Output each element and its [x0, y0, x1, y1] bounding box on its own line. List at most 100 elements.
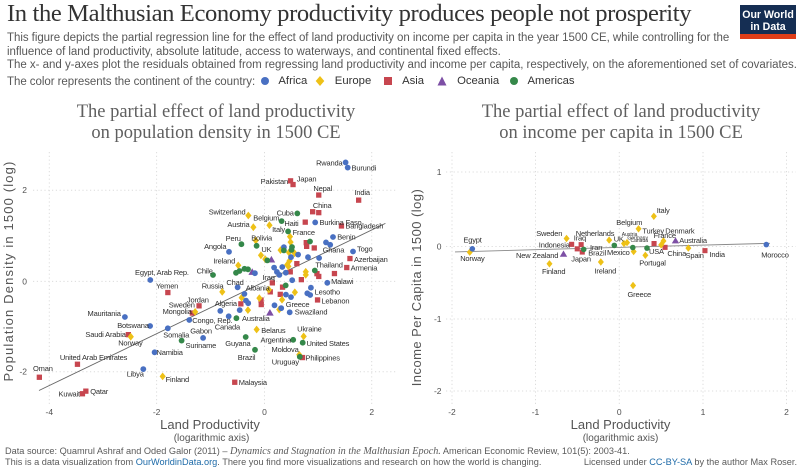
- svg-text:Burundi: Burundi: [352, 164, 377, 173]
- svg-text:India: India: [355, 188, 371, 197]
- svg-text:Haiti: Haiti: [284, 219, 299, 228]
- svg-text:Sweden: Sweden: [536, 229, 562, 238]
- svg-text:Namibia: Namibia: [157, 348, 184, 357]
- svg-text:UK: UK: [614, 235, 624, 244]
- svg-text:Argentina: Argentina: [261, 336, 292, 345]
- svg-text:Angola: Angola: [204, 242, 227, 251]
- svg-text:Switzerland: Switzerland: [209, 208, 246, 217]
- svg-text:Finland: Finland: [166, 375, 189, 384]
- svg-text:Gabon: Gabon: [190, 327, 212, 336]
- svg-text:Togo: Togo: [357, 245, 373, 254]
- svg-text:Austria: Austria: [622, 232, 638, 238]
- svg-text:Netherlands: Netherlands: [576, 229, 615, 238]
- svg-text:Ghana: Ghana: [323, 246, 346, 255]
- svg-text:Portugal: Portugal: [639, 259, 666, 268]
- svg-text:Benin: Benin: [337, 232, 355, 241]
- svg-text:Finland: Finland: [542, 267, 565, 276]
- svg-text:Pakistan: Pakistan: [261, 177, 288, 186]
- svg-text:Australia: Australia: [242, 314, 271, 323]
- svg-text:Oman: Oman: [33, 364, 53, 373]
- svg-text:Germany: Germany: [627, 235, 648, 241]
- svg-text:Mauritania: Mauritania: [88, 309, 122, 318]
- svg-text:Mexico: Mexico: [607, 248, 630, 257]
- svg-text:Lebanon: Lebanon: [321, 297, 349, 306]
- svg-text:(logarithmic axis): (logarithmic axis): [583, 433, 659, 444]
- svg-text:France: France: [654, 231, 676, 240]
- svg-text:-1: -1: [434, 314, 442, 324]
- svg-text:Canada: Canada: [215, 323, 241, 332]
- svg-text:Ireland: Ireland: [595, 267, 617, 276]
- svg-text:Sweden: Sweden: [169, 301, 195, 310]
- svg-text:Brazil: Brazil: [238, 353, 256, 362]
- svg-text:0: 0: [22, 276, 27, 286]
- svg-text:Japan: Japan: [297, 175, 317, 184]
- svg-text:Guyana: Guyana: [225, 339, 251, 348]
- svg-text:Kuwait: Kuwait: [59, 390, 82, 399]
- svg-text:Egypt: Egypt: [463, 236, 482, 245]
- svg-text:New Zealand: New Zealand: [516, 251, 558, 260]
- svg-text:Brazil: Brazil: [588, 249, 606, 258]
- svg-text:Saudi Arabia: Saudi Arabia: [85, 330, 126, 339]
- svg-text:Iraq: Iraq: [263, 273, 275, 282]
- svg-text:Italy: Italy: [272, 225, 285, 234]
- svg-text:Thailand: Thailand: [315, 261, 342, 270]
- svg-text:2: 2: [784, 407, 789, 417]
- svg-text:Jordan: Jordan: [187, 295, 209, 304]
- svg-text:1: 1: [701, 407, 706, 417]
- svg-text:Italy: Italy: [657, 206, 670, 215]
- svg-text:-2: -2: [19, 367, 27, 377]
- svg-text:India: India: [710, 250, 726, 259]
- svg-text:Yemen: Yemen: [156, 282, 178, 291]
- svg-text:Austria: Austria: [227, 220, 250, 229]
- svg-text:Belarus: Belarus: [261, 326, 286, 335]
- svg-text:Nepal: Nepal: [313, 184, 332, 193]
- svg-text:Algeria: Algeria: [215, 299, 238, 308]
- svg-text:Moldova: Moldova: [272, 345, 300, 354]
- svg-text:(logarithmic axis): (logarithmic axis): [174, 433, 250, 444]
- svg-text:0: 0: [437, 242, 442, 252]
- svg-text:Land Productivity: Land Productivity: [571, 417, 671, 432]
- svg-text:Cuba: Cuba: [277, 209, 295, 218]
- svg-text:Iran: Iran: [590, 243, 602, 252]
- svg-text:Chad: Chad: [226, 278, 243, 287]
- svg-text:-1: -1: [532, 407, 540, 417]
- svg-text:Ukraine: Ukraine: [297, 325, 322, 334]
- svg-text:2: 2: [369, 407, 374, 417]
- svg-text:1: 1: [437, 167, 442, 177]
- svg-text:Burkina Faso: Burkina Faso: [320, 218, 362, 227]
- svg-text:Chile: Chile: [197, 267, 213, 276]
- svg-text:Bolivia: Bolivia: [251, 233, 273, 242]
- svg-text:0: 0: [262, 407, 267, 417]
- svg-text:Mongolia: Mongolia: [163, 307, 193, 316]
- svg-text:-2: -2: [434, 386, 442, 396]
- svg-text:Rwanda: Rwanda: [316, 159, 343, 168]
- svg-text:-4: -4: [46, 407, 54, 417]
- svg-text:Canada: Canada: [631, 238, 649, 244]
- svg-text:Azerbaijan: Azerbaijan: [354, 255, 388, 264]
- svg-text:Belgium: Belgium: [616, 218, 642, 227]
- svg-text:Land Productivity: Land Productivity: [160, 417, 260, 432]
- svg-text:Botswana: Botswana: [117, 321, 150, 330]
- svg-text:Uruguay: Uruguay: [272, 358, 300, 367]
- svg-text:Swaziland: Swaziland: [295, 308, 328, 317]
- svg-text:United States: United States: [307, 339, 350, 348]
- svg-text:China: China: [313, 201, 333, 210]
- svg-text:Income Per Capita in 1500 (log: Income Per Capita in 1500 (log): [409, 189, 424, 387]
- svg-text:Libya: Libya: [127, 369, 145, 378]
- svg-text:Malawi: Malawi: [331, 277, 354, 286]
- svg-text:Spain: Spain: [686, 251, 704, 260]
- svg-text:Belgium: Belgium: [253, 214, 279, 223]
- svg-text:Greece: Greece: [628, 290, 652, 299]
- svg-text:Congo, Rep.: Congo, Rep.: [192, 316, 232, 325]
- svg-text:Philippines: Philippines: [306, 354, 341, 363]
- svg-text:USA: USA: [649, 247, 664, 256]
- svg-text:Malaysia: Malaysia: [239, 378, 268, 387]
- svg-text:Japan: Japan: [571, 254, 591, 263]
- svg-text:China: China: [667, 249, 687, 258]
- svg-text:Morocco: Morocco: [761, 251, 789, 260]
- svg-text:Albania: Albania: [246, 284, 271, 293]
- svg-text:Population Density in 1500 (lo: Population Density in 1500 (log): [1, 160, 16, 381]
- svg-text:Qatar: Qatar: [90, 387, 109, 396]
- svg-text:Greece: Greece: [286, 300, 310, 309]
- svg-text:Egypt, Arab Rep.: Egypt, Arab Rep.: [135, 268, 189, 277]
